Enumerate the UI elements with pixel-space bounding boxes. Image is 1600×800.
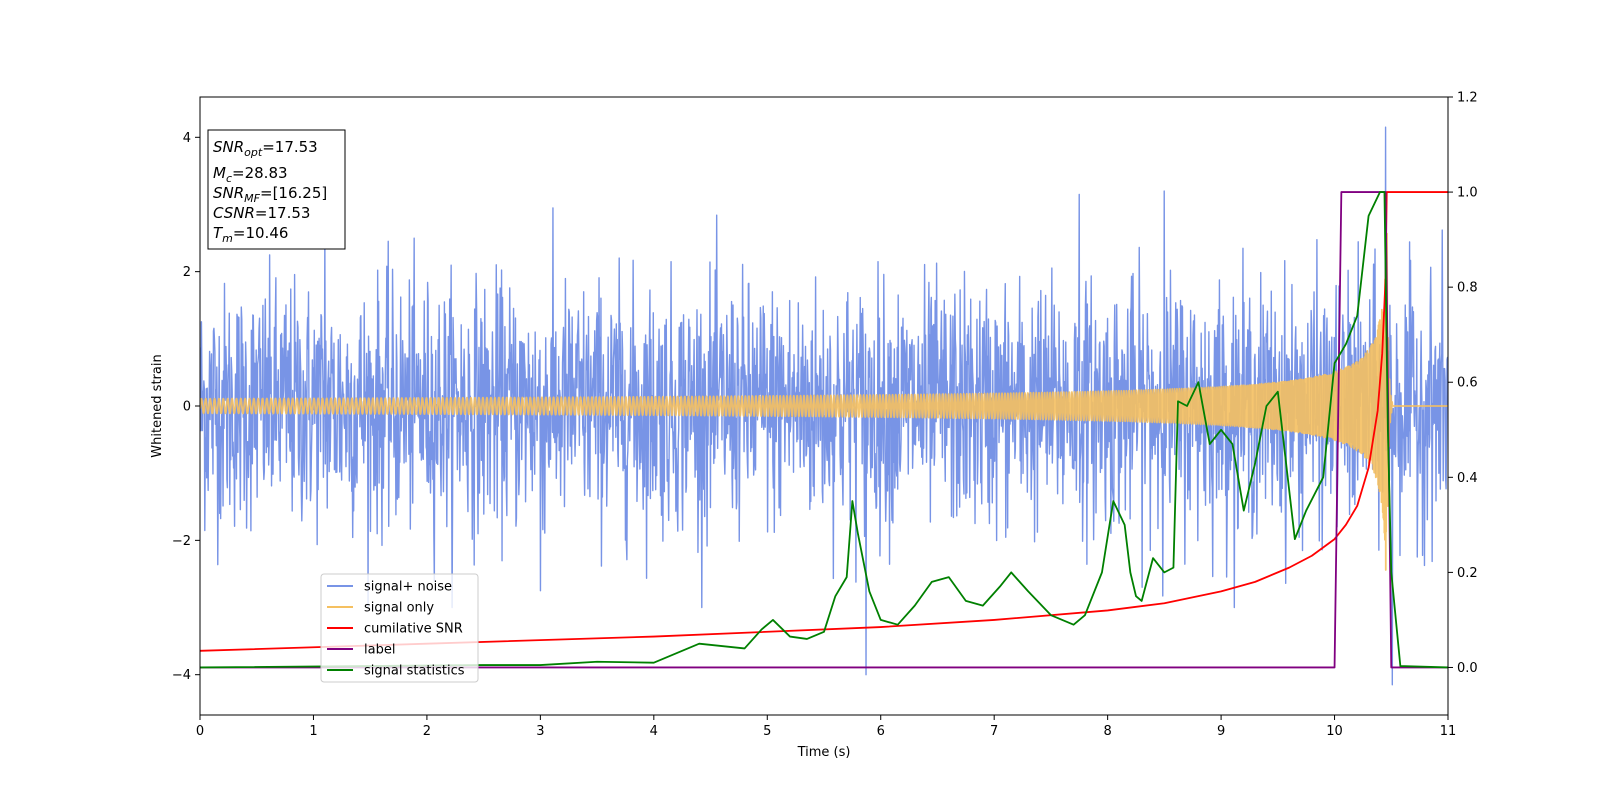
annotation-symbol: SNR xyxy=(213,138,244,156)
y-tick-label: −4 xyxy=(172,668,191,683)
annotation-value: =17.53 xyxy=(255,204,311,222)
x-tick-label: 4 xyxy=(650,724,658,739)
y2-tick-label: 0.2 xyxy=(1457,566,1478,581)
y-axis-right: 0.0 0.2 0.4 0.6 0.8 1.0 1.2 xyxy=(1448,91,1478,676)
stats-annotation-box: SNRopt=17.53Mc=28.83SNRMF=[16.25]CSNR=17… xyxy=(207,129,346,250)
annotation-line: Tm=10.46 xyxy=(213,224,288,245)
legend-label-4: signal statistics xyxy=(364,664,465,679)
annotation-line: SNRMF=[16.25] xyxy=(213,184,327,205)
annotation-symbol: CSNR xyxy=(213,204,255,222)
x-axis: 0 1 2 3 4 5 6 7 8 9 10 11 xyxy=(196,715,1456,739)
y-tick-label: 0 xyxy=(183,400,191,415)
annotation-value: =10.46 xyxy=(233,224,289,242)
x-axis-title: Time (s) xyxy=(797,745,851,760)
x-tick-label: 9 xyxy=(1217,724,1225,739)
annotation-line: SNRopt=17.53 xyxy=(213,138,318,159)
y2-tick-label: 0.4 xyxy=(1457,471,1478,486)
legend-label-0: signal+ noise xyxy=(364,580,452,595)
annotation-symbol: M xyxy=(213,164,226,182)
legend-label-1: signal only xyxy=(364,601,434,616)
x-tick-label: 8 xyxy=(1103,724,1111,739)
y-tick-label: −2 xyxy=(172,534,191,549)
annotation-value: =17.53 xyxy=(262,138,318,156)
legend: signal+ noise signal only cumilative SNR la… xyxy=(320,573,479,683)
x-tick-label: 6 xyxy=(877,724,885,739)
y-tick-label: 2 xyxy=(183,265,191,280)
x-tick-label: 7 xyxy=(990,724,998,739)
y-axis-left: −4 −2 0 2 4 xyxy=(172,131,200,683)
legend-label-3: label xyxy=(364,643,395,658)
y2-tick-label: 0.0 xyxy=(1457,661,1478,676)
y2-tick-label: 0.6 xyxy=(1457,376,1478,391)
y2-tick-label: 0.8 xyxy=(1457,281,1478,296)
plot-area xyxy=(200,126,1448,686)
y-tick-label: 4 xyxy=(183,131,191,146)
annotation-subscript: MF xyxy=(244,192,260,205)
y-axis-title: Whitened strain xyxy=(150,354,165,457)
series-line-1 xyxy=(200,232,1448,571)
annotation-symbol: SNR xyxy=(213,184,244,202)
x-tick-label: 3 xyxy=(536,724,544,739)
series-line-4 xyxy=(200,191,1448,669)
annotation-line: CSNR=17.53 xyxy=(213,204,310,222)
series-line-3 xyxy=(200,191,1448,669)
annotation-symbol: T xyxy=(213,224,224,242)
series-line-2 xyxy=(200,191,1448,652)
annotation-value: =[16.25] xyxy=(260,184,327,202)
x-tick-label: 5 xyxy=(763,724,771,739)
x-tick-label: 0 xyxy=(196,724,204,739)
annotation-subscript: opt xyxy=(244,146,263,159)
legend-frame xyxy=(320,573,479,683)
y2-tick-label: 1.2 xyxy=(1457,91,1478,106)
x-tick-label: 11 xyxy=(1440,724,1457,739)
annotation-value: =28.83 xyxy=(232,164,288,182)
annotation-subscript: m xyxy=(222,232,233,245)
legend-label-2: cumilative SNR xyxy=(364,622,463,637)
x-tick-label: 1 xyxy=(309,724,317,739)
y2-tick-label: 1.0 xyxy=(1457,186,1478,201)
annotation-subscript: c xyxy=(226,172,232,185)
annotation-frame xyxy=(207,129,346,250)
x-tick-label: 10 xyxy=(1326,724,1343,739)
annotation-line: Mc=28.83 xyxy=(213,164,288,185)
x-tick-label: 2 xyxy=(423,724,431,739)
